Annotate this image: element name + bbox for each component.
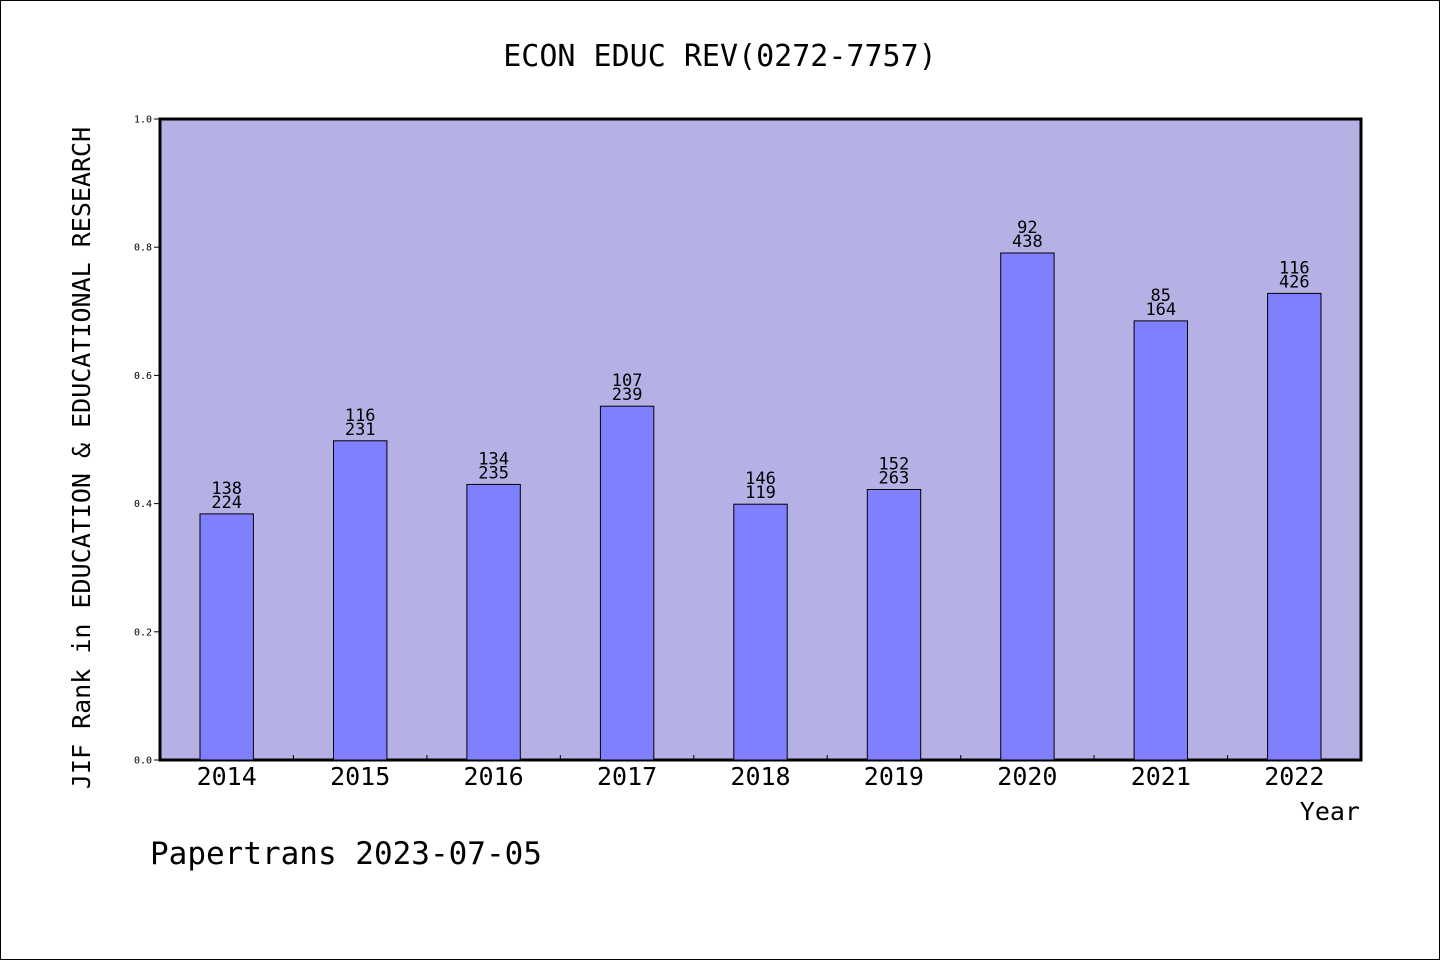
chart-title: ECON EDUC REV(0272-7757) bbox=[503, 39, 936, 74]
x-tick-label-2022: 2022 bbox=[1264, 762, 1324, 791]
bar-label-2020-bottom: 438 bbox=[1012, 232, 1043, 252]
bar-2018 bbox=[733, 503, 788, 761]
bar-label-2022-bottom: 426 bbox=[1279, 272, 1310, 292]
bar-2020 bbox=[1000, 252, 1055, 761]
ticks-group: 2014 2015 2016 2017 2018 2019 2020 2021 2022 0.0 0… bbox=[134, 115, 1324, 792]
x-tick-label-2015: 2015 bbox=[330, 762, 390, 791]
bar-2019 bbox=[866, 489, 922, 761]
bar-2015 bbox=[333, 440, 388, 761]
bar-label-2014-bottom: 224 bbox=[211, 493, 242, 513]
y-tick-label-0.8: 0.8 bbox=[134, 243, 152, 254]
bar-2014 bbox=[199, 513, 254, 761]
bar-2022 bbox=[1267, 292, 1322, 761]
bar-label-2022-top: 116 bbox=[1279, 258, 1310, 278]
bar-label-2016-top: 134 bbox=[478, 449, 509, 469]
x-tick-label-2016: 2016 bbox=[463, 762, 523, 791]
footer-text: Papertrans 2023-07-05 bbox=[150, 836, 542, 872]
bar-label-2021-top: 85 bbox=[1151, 286, 1171, 306]
bar-label-2019-top: 152 bbox=[879, 455, 910, 475]
bars-group: 1382241162311342351072391461191522639243… bbox=[199, 218, 1322, 761]
bar-label-2019-bottom: 263 bbox=[879, 469, 910, 489]
y-tick-label-0.6: 0.6 bbox=[134, 371, 152, 382]
y-tick-label-1.0: 1.0 bbox=[134, 115, 152, 126]
y-axis-label: JIF Rank in EDUCATION & EDUCATIONAL RESE… bbox=[67, 127, 96, 789]
bar-label-2015-bottom: 231 bbox=[345, 420, 376, 440]
bar-label-2018-bottom: 119 bbox=[745, 483, 776, 503]
y-tick-label-0.4: 0.4 bbox=[134, 499, 152, 510]
bar-label-2016-bottom: 235 bbox=[478, 463, 509, 483]
y-tick-label-0.2: 0.2 bbox=[134, 627, 152, 638]
x-tick-label-2021: 2021 bbox=[1131, 762, 1191, 791]
bar-label-2017-bottom: 239 bbox=[612, 385, 643, 405]
bar-label-2015-top: 116 bbox=[345, 406, 376, 426]
bar-2021 bbox=[1133, 320, 1188, 761]
x-axis-label: Year bbox=[1300, 797, 1360, 826]
x-tick-label-2018: 2018 bbox=[730, 762, 790, 791]
x-tick-label-2017: 2017 bbox=[597, 762, 657, 791]
bar-label-2021-bottom: 164 bbox=[1145, 300, 1176, 320]
bar-2016 bbox=[466, 483, 521, 761]
bar-label-2020-top: 92 bbox=[1017, 218, 1037, 238]
x-tick-label-2014: 2014 bbox=[197, 762, 257, 791]
y-tick-label-0.0: 0.0 bbox=[134, 756, 152, 767]
bar-label-2018-top: 146 bbox=[745, 469, 776, 489]
bar-label-2017-top: 107 bbox=[612, 371, 643, 391]
bar-label-2014-top: 138 bbox=[211, 479, 242, 499]
x-tick-label-2020: 2020 bbox=[997, 762, 1057, 791]
bar-2017 bbox=[599, 405, 655, 761]
x-tick-label-2019: 2019 bbox=[864, 762, 924, 791]
